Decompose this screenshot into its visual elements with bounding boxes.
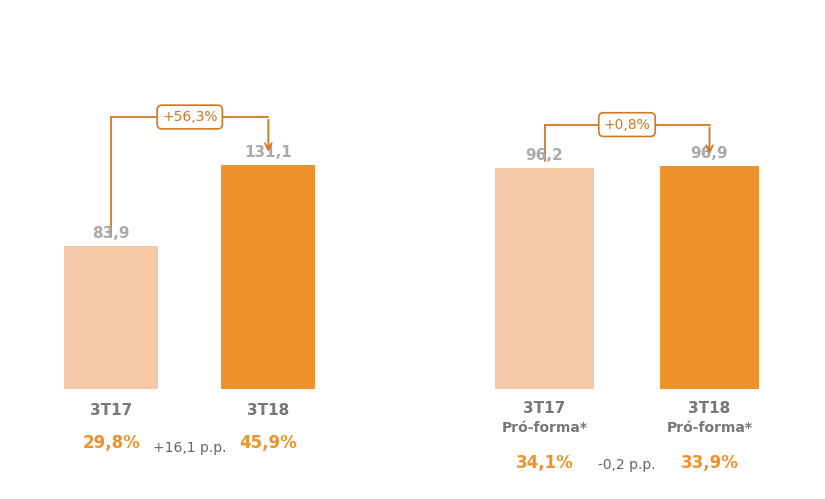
Text: -0,2 p.p.: -0,2 p.p. xyxy=(598,458,656,473)
Text: +0,8%: +0,8% xyxy=(604,118,650,132)
Text: 3T17: 3T17 xyxy=(90,403,132,418)
Bar xyxy=(660,166,759,389)
Text: 96,9: 96,9 xyxy=(691,146,728,162)
Text: +56,3%: +56,3% xyxy=(162,110,218,124)
Text: Pró-forma*: Pró-forma* xyxy=(667,422,752,436)
Text: +16,1 p.p.: +16,1 p.p. xyxy=(153,441,227,455)
Text: 83,9: 83,9 xyxy=(92,226,130,241)
Text: 96,2: 96,2 xyxy=(526,148,563,163)
Text: 131,1: 131,1 xyxy=(244,145,292,160)
Text: 29,8%: 29,8% xyxy=(82,434,140,452)
Text: 3T18: 3T18 xyxy=(688,401,731,416)
Text: 33,9%: 33,9% xyxy=(681,454,738,472)
Bar xyxy=(221,165,315,389)
Text: 45,9%: 45,9% xyxy=(239,434,297,452)
Text: Pró-forma*: Pró-forma* xyxy=(502,422,587,436)
Bar xyxy=(495,168,594,389)
Text: 3T17: 3T17 xyxy=(523,401,566,416)
Bar xyxy=(64,246,158,389)
Text: 34,1%: 34,1% xyxy=(516,454,573,472)
Text: 3T18: 3T18 xyxy=(248,403,290,418)
